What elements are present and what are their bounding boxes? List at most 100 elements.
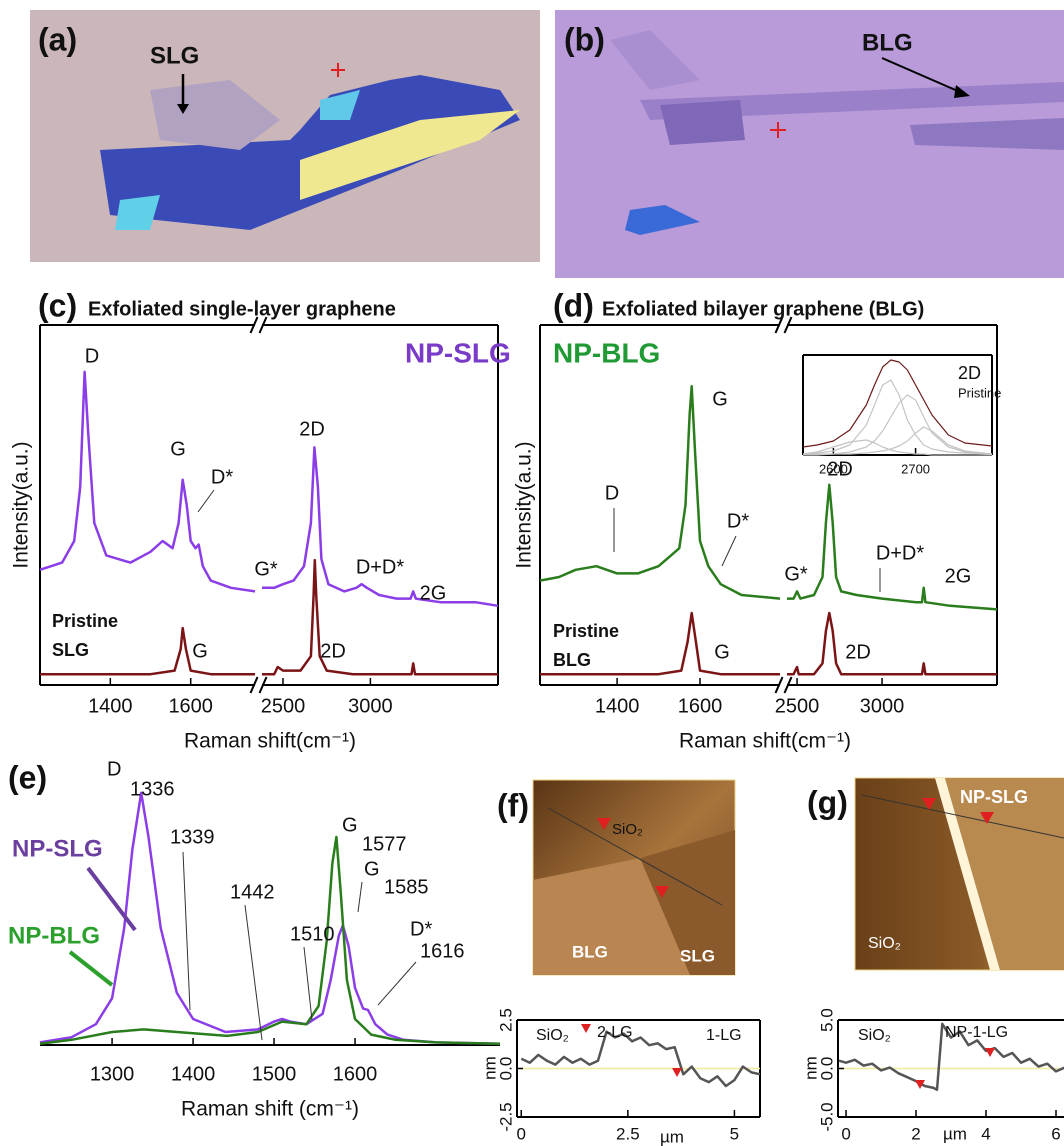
chart: 1300140015001600NP-SLGNP-BLG(e)Raman shi… (8, 758, 500, 1120)
peak-label: G (714, 641, 730, 663)
peak-pointer (358, 882, 362, 912)
x-tick-label: 2500 (261, 695, 306, 717)
x-tick-label: 1600 (168, 695, 213, 717)
y-axis-label: Intensity(a.u.) (513, 441, 536, 568)
photo-f: (f) SiO₂ BLG SLG (497, 780, 735, 975)
x-tick-label: 0 (517, 1124, 526, 1143)
peak-label: D (107, 758, 121, 780)
x-axis-label: Raman shift (cm⁻¹) (181, 1098, 359, 1121)
x-tick-label: 4 (981, 1124, 990, 1143)
x-tick-label: 2 (911, 1124, 920, 1143)
x-tick-label: 1400 (171, 1063, 216, 1085)
x-axis-label: µm (943, 1124, 967, 1143)
x-tick-label: 6 (1051, 1124, 1060, 1143)
annotation: SiO₂ (868, 935, 901, 952)
annotation: 2-LG (597, 1024, 633, 1041)
peak-position: 1442 (230, 881, 275, 903)
peak-pointer (304, 947, 312, 1020)
chart-title: Exfoliated single-layer graphene (88, 298, 396, 320)
y-axis-label: nm (801, 1056, 820, 1080)
x-tick-label: 2600 (819, 461, 848, 476)
annotation: SiO₂ (858, 1027, 891, 1044)
peak-label: D* (727, 510, 749, 532)
peak-label: G* (784, 563, 808, 585)
panel-label: (d) (553, 287, 594, 323)
annotation: BLG (862, 29, 913, 56)
x-tick-label: 5 (730, 1124, 739, 1143)
annotation: 2D (958, 363, 981, 383)
peak-label: 2D (320, 640, 346, 662)
x-tick-label: 1300 (90, 1063, 135, 1085)
peak-label: G (192, 640, 208, 662)
x-tick-label: 1400 (88, 695, 133, 717)
x-axis-label: Raman shift(cm⁻¹) (184, 730, 356, 753)
peak-label: G (364, 858, 380, 880)
legend-pointer (70, 952, 112, 985)
plot-bg (40, 325, 498, 685)
peak-position: 1336 (130, 778, 175, 800)
peak-label: D* (410, 918, 432, 940)
x-tick-label: 3000 (860, 695, 905, 717)
peak-label: D* (211, 466, 233, 488)
chart: 0246-5.00.05.0µmnmSiO₂NP-1-LG (801, 1008, 1064, 1143)
panel-label: (e) (8, 759, 47, 795)
annotation: NP-SLG (960, 787, 1028, 807)
x-tick-label: 0 (841, 1124, 850, 1143)
annotation: SLG (150, 42, 199, 69)
x-tick-label: 2700 (901, 461, 930, 476)
panel-label: (f) (497, 787, 529, 823)
legend-label: NP-BLG (553, 337, 660, 368)
panel-label: (c) (38, 287, 77, 323)
peak-label: G (342, 814, 358, 836)
annotation: Pristine (958, 385, 1001, 400)
x-tick-label: 2.5 (616, 1124, 640, 1143)
peak-pointer (378, 962, 416, 1005)
photo-a: (a) SLG (30, 10, 540, 262)
annotation: SiO₂ (612, 821, 643, 838)
legend-label: NP-BLG (8, 922, 100, 949)
panel-label: (a) (38, 21, 77, 57)
peak-label: 2D (299, 418, 325, 440)
panel-label: (g) (807, 784, 848, 820)
annotation: SiO₂ (536, 1027, 569, 1044)
peak-label: G* (254, 558, 278, 580)
peak-pointer (245, 905, 262, 1040)
peak-label: D+D* (356, 556, 405, 578)
y-tick-label: -2.5 (496, 1102, 515, 1131)
peak-label: 2G (420, 582, 447, 604)
x-tick-label: 2500 (775, 695, 820, 717)
annotation: 1-LG (706, 1027, 742, 1044)
peak-pointer (183, 852, 190, 1010)
peak-label: 2D (845, 641, 871, 663)
x-tick-label: 1500 (252, 1063, 297, 1085)
x-tick-label: 1400 (595, 695, 640, 717)
flake (660, 100, 745, 145)
figure: (a) SLG (b) BLG (f) SiO₂ BLG SLG (0, 0, 1064, 1146)
y-axis-label: Intensity(a.u.) (10, 441, 33, 568)
x-axis-label: Raman shift(cm⁻¹) (679, 730, 851, 753)
chart-title: Exfoliated bilayer graphene (BLG) (602, 298, 924, 320)
y-tick-label: -5.0 (817, 1102, 836, 1131)
peak-position: 1585 (384, 876, 429, 898)
annotation: NP-1-LG (945, 1024, 1008, 1041)
y-axis-label: nm (480, 1056, 499, 1080)
annotation: SLG (680, 946, 715, 965)
peak-position: 1510 (290, 923, 335, 945)
peak-label: 2G (945, 565, 972, 587)
y-tick-label: 5.0 (817, 1008, 836, 1032)
annotation: BLG (572, 942, 608, 961)
peak-label: G (170, 438, 186, 460)
peak-label: D+D* (876, 542, 925, 564)
legend-label: NP-SLG (405, 337, 511, 368)
peak-label: D (85, 345, 99, 367)
legend-label: NP-SLG (12, 835, 103, 862)
peak-label: G (712, 388, 728, 410)
peak-label: D (605, 482, 619, 504)
peak-position: 1577 (362, 833, 407, 855)
peak-position: 1616 (420, 940, 465, 962)
y-tick-label: 2.5 (496, 1008, 515, 1032)
panel-label: (b) (564, 21, 605, 57)
x-tick-label: 3000 (348, 695, 393, 717)
